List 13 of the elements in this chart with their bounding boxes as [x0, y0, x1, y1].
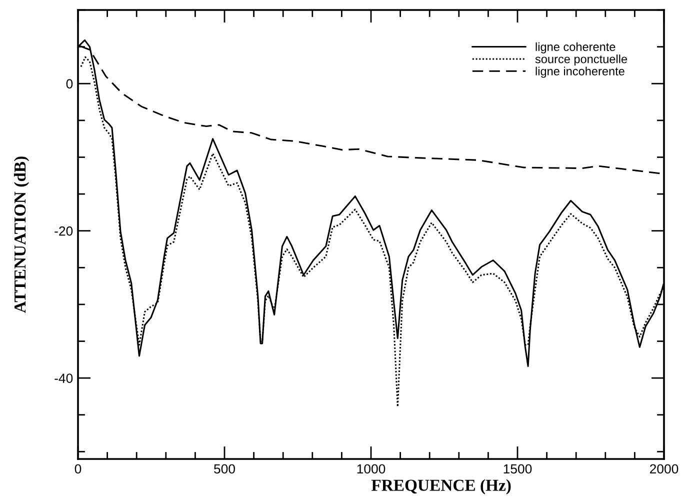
- x-tick-label: 2000: [650, 464, 678, 474]
- x-tick-label: 0: [74, 464, 82, 474]
- y-tick-label: 0: [66, 79, 73, 89]
- y-axis-title: ATTENUATION (dB): [14, 156, 30, 313]
- y-tick-label: -20: [54, 226, 73, 236]
- legend-label: ligne coherente: [536, 42, 616, 54]
- x-tick-label: 1000: [357, 464, 386, 474]
- x-tick-label: 500: [214, 464, 235, 474]
- x-tick-label: 1500: [504, 464, 532, 474]
- y-tick-label: -40: [54, 374, 73, 383]
- legend-label: ligne incoherente: [536, 66, 624, 78]
- legend-label: source ponctuelle: [535, 54, 628, 66]
- x-axis-title: FREQUENCE (Hz): [371, 479, 511, 494]
